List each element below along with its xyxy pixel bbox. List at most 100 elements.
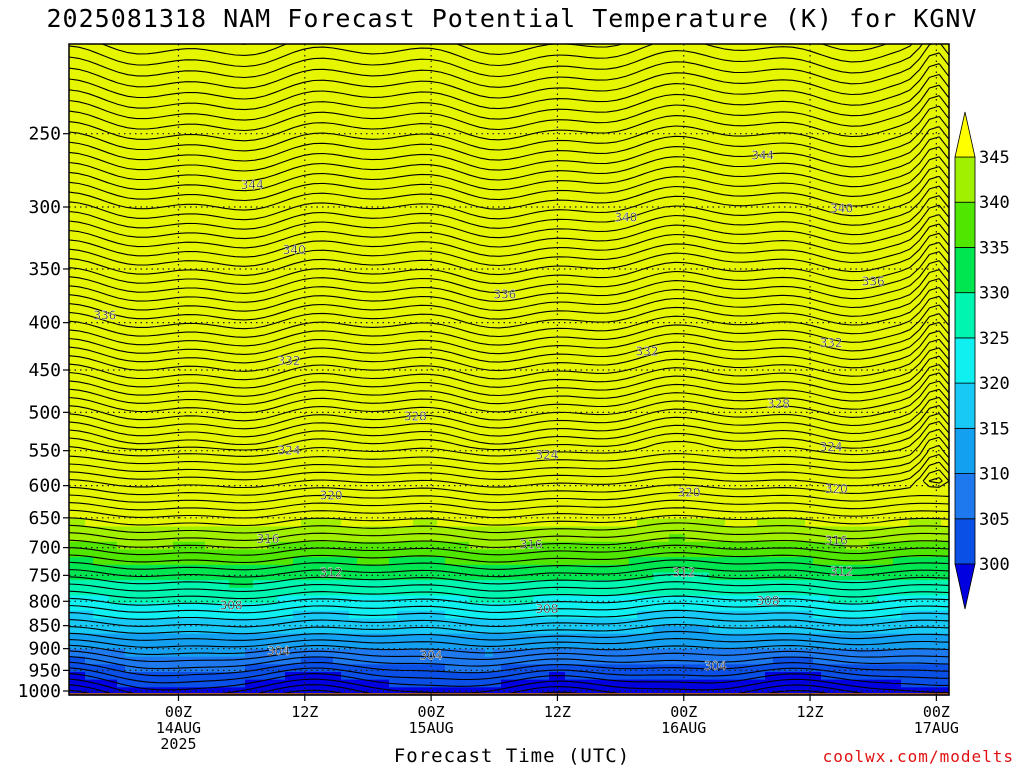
field-cell [341,143,350,152]
field-cell [149,212,158,221]
field-cell [189,549,198,558]
field-cell [157,235,166,244]
field-cell [461,618,470,627]
field-cell [493,51,502,60]
field-cell [133,610,142,620]
field-cell [365,281,374,290]
field-cell [77,564,86,574]
field-cell [317,89,326,99]
field-cell [213,181,222,191]
field-cell [517,105,526,114]
field-cell [365,564,374,574]
field-cell [165,82,174,91]
field-cell [269,135,278,145]
field-cell [421,434,430,443]
field-cell [333,610,342,620]
field-cell [205,166,214,175]
field-cell [149,495,158,505]
field-cell [197,656,206,665]
field-cell [309,549,318,558]
field-cell [317,564,326,574]
field-cell [213,541,222,551]
field-cell [421,235,430,244]
field-cell [413,572,422,581]
field-cell [173,105,182,114]
field-cell [389,511,398,520]
field-cell [349,350,358,359]
field-cell [405,74,414,83]
field-cell [117,235,126,244]
field-cell [277,266,286,275]
field-cell [365,235,374,244]
field-cell [453,296,462,305]
field-cell [477,350,486,359]
field-cell [469,572,478,581]
field-cell [517,151,526,160]
field-cell [365,358,374,367]
field-cell [69,618,78,627]
field-cell [261,319,270,328]
field-cell [501,649,510,658]
field-cell [325,128,334,137]
field-cell [229,396,238,405]
field-cell [445,633,454,642]
field-cell [117,128,126,137]
field-cell [285,426,294,436]
field-cell [181,419,190,428]
field-cell [109,396,118,405]
field-cell [477,342,486,351]
field-cell [189,59,198,68]
field-cell [125,480,134,489]
field-cell [245,549,254,558]
field-cell [509,610,518,620]
field-cell [437,449,446,459]
field-cell [413,380,422,390]
field-cell [101,204,110,214]
field-cell [325,495,334,505]
field-cell [69,327,78,336]
field-cell [381,465,390,474]
field-cell [429,472,438,482]
field-cell [485,434,494,443]
field-cell [277,534,286,543]
field-cell [453,449,462,459]
field-cell [69,112,78,122]
field-cell [181,380,190,390]
field-cell [341,120,350,129]
field-cell [365,97,374,106]
field-cell [429,158,438,168]
field-cell [69,66,78,76]
field-cell [125,97,134,106]
field-cell [157,51,166,60]
field-cell [493,97,502,106]
field-cell [245,342,254,351]
field-cell [181,181,190,191]
field-cell [293,434,302,443]
field-cell [93,564,102,574]
field-cell [277,250,286,260]
field-cell [325,143,334,152]
field-cell [453,358,462,367]
field-cell [237,503,246,512]
field-cell [389,396,398,405]
field-cell [133,541,142,551]
field-cell [213,243,222,252]
field-cell [421,664,430,673]
field-cell [293,358,302,367]
field-cell [205,564,214,574]
field-cell [253,626,262,635]
field-cell [381,66,390,76]
field-cell [325,557,334,566]
field-cell [413,220,422,229]
field-cell [509,426,518,436]
field-cell [477,289,486,298]
field-cell [133,518,142,528]
field-cell [301,105,310,114]
field-cell [213,503,222,512]
field-cell [149,74,158,83]
field-cell [365,633,374,642]
field-cell [453,411,462,420]
field-cell [357,319,366,328]
field-cell [245,380,254,390]
field-cell [493,266,502,275]
